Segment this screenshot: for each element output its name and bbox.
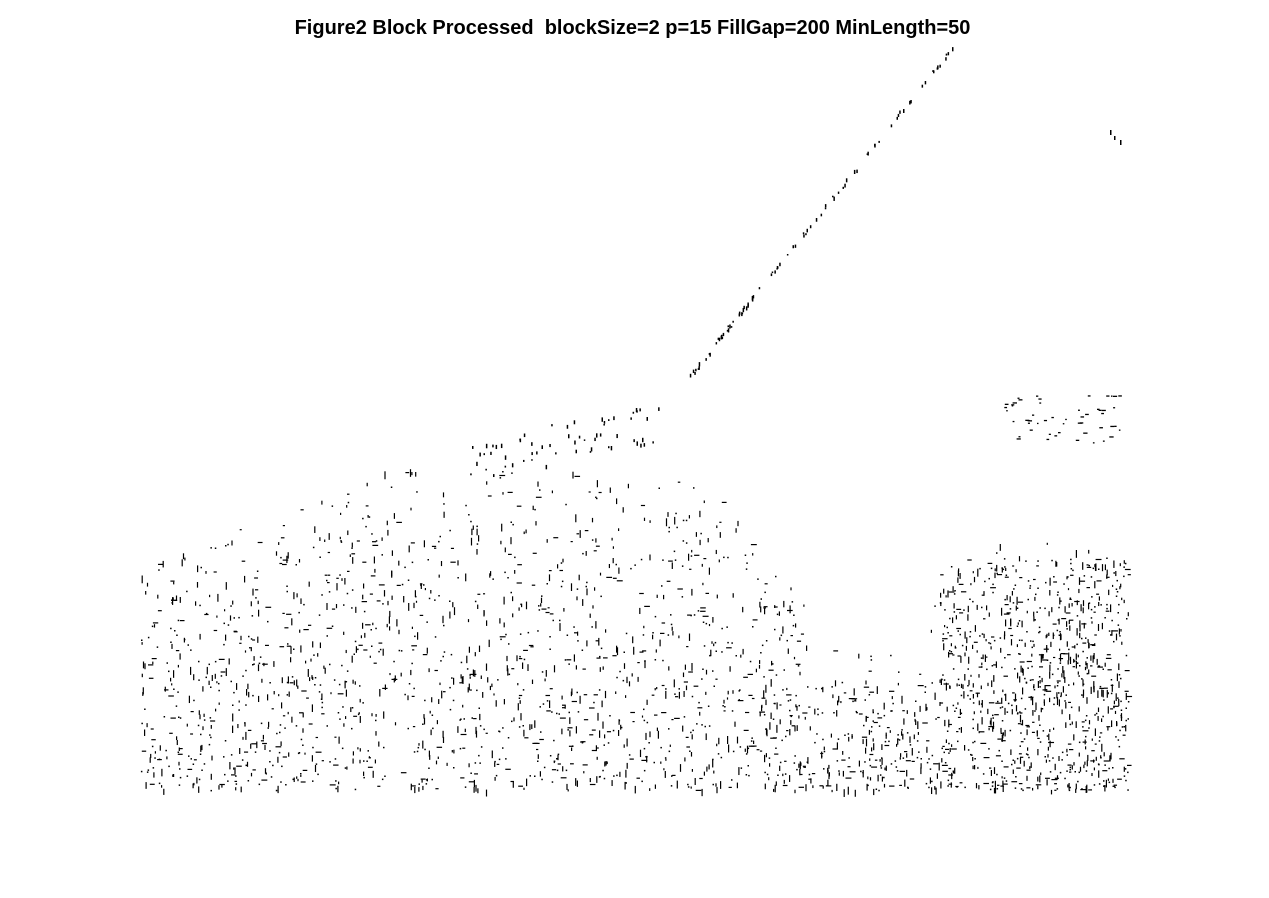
figure-title: Figure2 Block Processed blockSize=2 p=15… bbox=[294, 17, 971, 39]
